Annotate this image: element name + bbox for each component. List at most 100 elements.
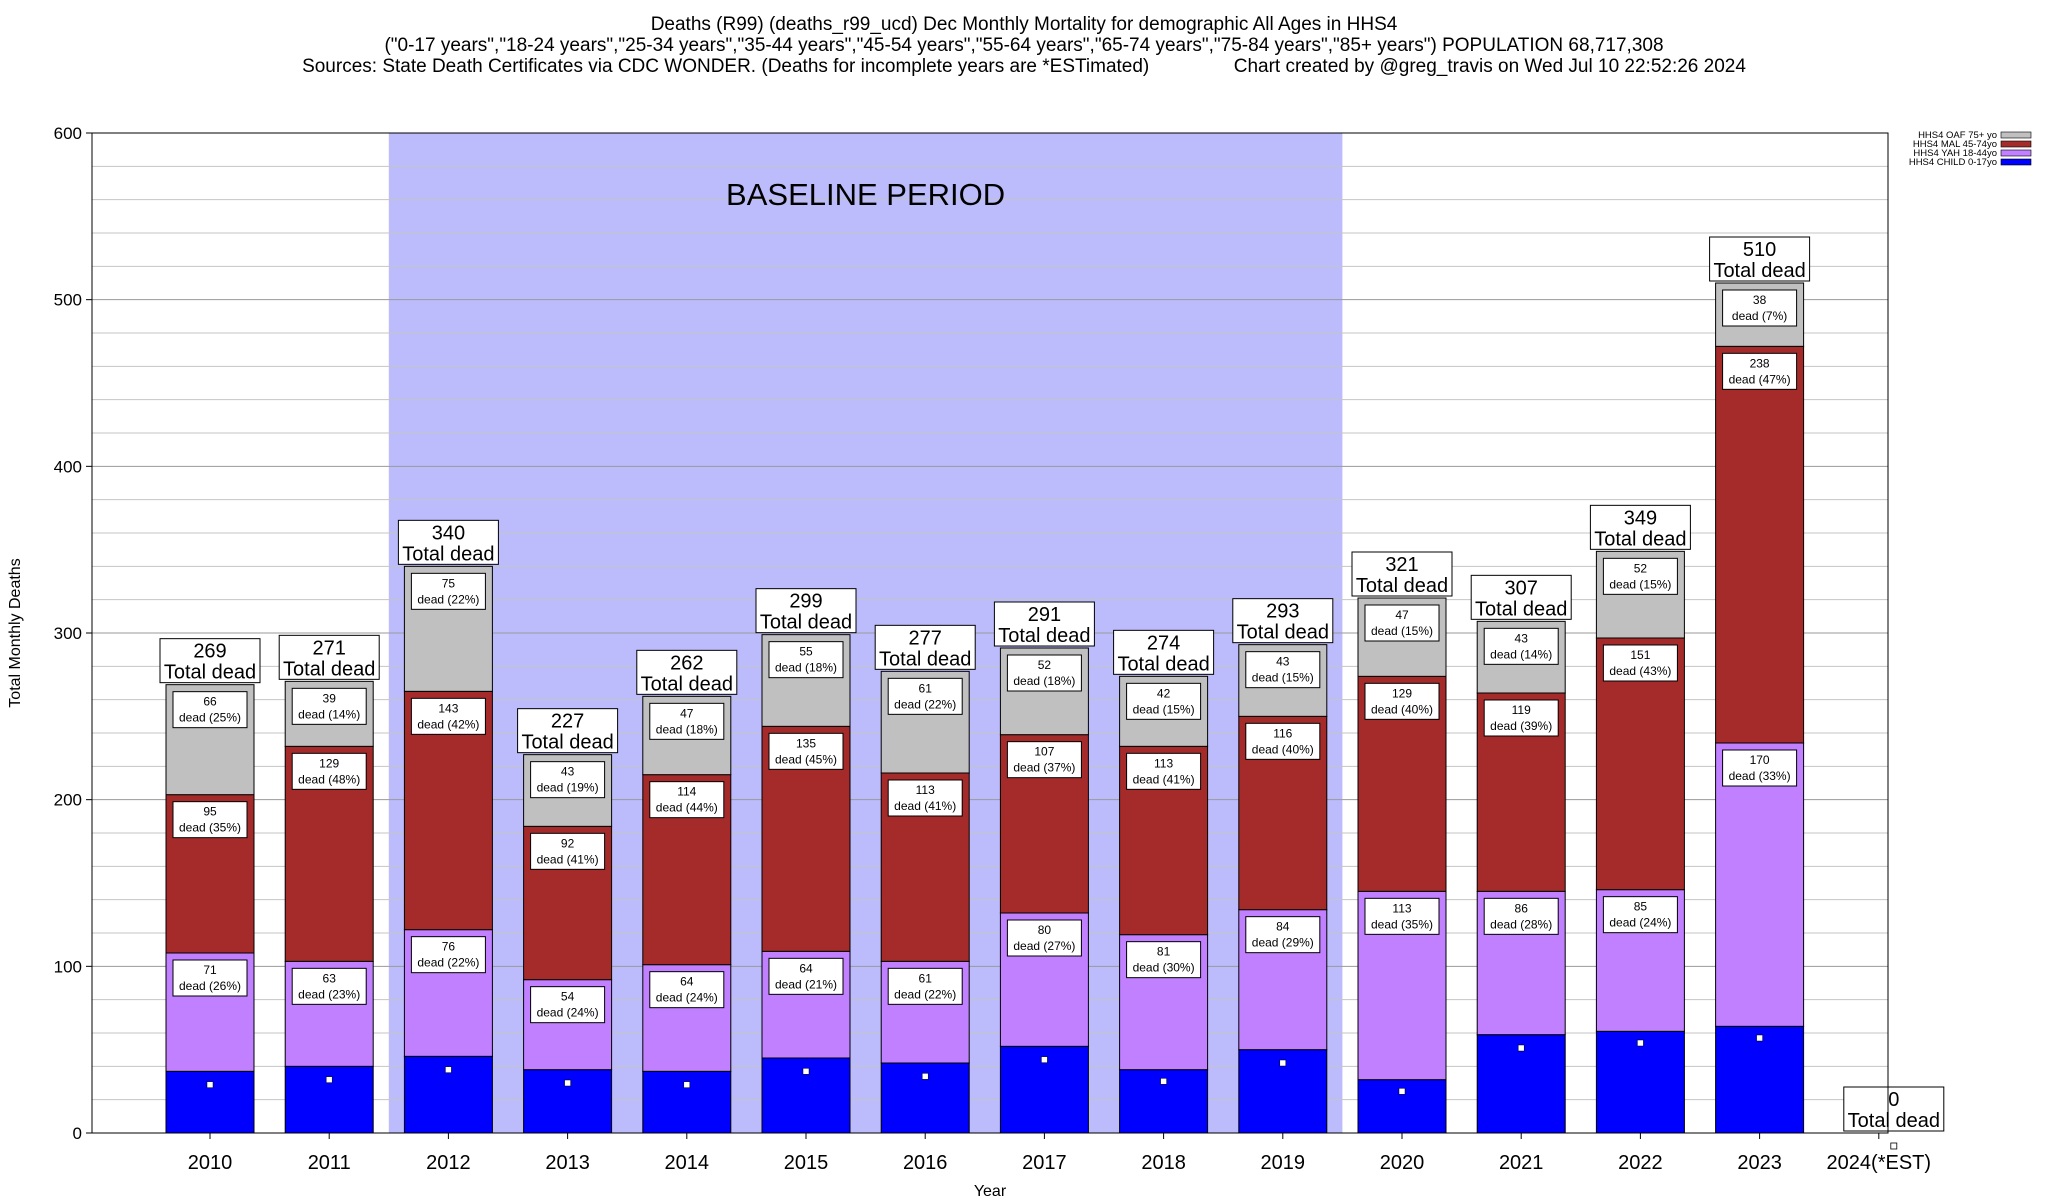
segment-label-box [1483, 897, 1559, 935]
legend-swatch [2000, 149, 2032, 157]
segment-value-label: 116 [1273, 726, 1292, 740]
total-box [874, 624, 976, 670]
legend-swatch [2000, 131, 2032, 139]
segment-percent-label: dead (24%) [656, 991, 718, 1005]
segment-label-box [1483, 699, 1559, 737]
segment-value-label: 55 [799, 645, 813, 659]
segment-percent-label: dead (40%) [1371, 702, 1433, 716]
segment-percent-label: dead (48%) [298, 772, 360, 786]
segment-value-label: 92 [561, 836, 575, 850]
segment-percent-label: dead (35%) [179, 821, 241, 835]
total-caption-label: Total dead [1117, 653, 1209, 675]
x-tick-label: 2016 [903, 1152, 948, 1174]
total-caption-label: Total dead [1594, 528, 1686, 550]
chart-title-line-3: Sources: State Death Certificates via CD… [302, 56, 1746, 77]
segment-value-label: 113 [916, 783, 935, 797]
segment-percent-label: dead (42%) [417, 717, 479, 731]
segment-percent-label: dead (43%) [1609, 664, 1671, 678]
total-box [1113, 629, 1215, 675]
segment-label-box [1126, 941, 1202, 979]
segment-value-label: 52 [1038, 658, 1052, 672]
y-tick-label: 300 [54, 624, 82, 643]
segment-percent-label: dead (22%) [894, 987, 956, 1001]
segment-label-box [291, 687, 367, 725]
segment-percent-label: dead (24%) [1609, 916, 1671, 930]
segment-value-label: 238 [1750, 356, 1770, 370]
x-tick-label: 2013 [545, 1152, 590, 1174]
y-tick-label: 100 [54, 957, 82, 976]
total-caption-label: Total dead [1713, 260, 1805, 282]
segment-value-label: 42 [1157, 686, 1171, 700]
segment-value-label: 54 [561, 990, 575, 1004]
segment-label-box [172, 691, 248, 729]
segment-percent-label: dead (40%) [1252, 742, 1314, 756]
segment-value-label: 113 [1392, 901, 1411, 915]
total-box [1589, 504, 1691, 550]
segment-label-box [1602, 644, 1678, 682]
total-caption-label: Total dead [641, 673, 733, 695]
child-segment [165, 1070, 255, 1134]
segment-percent-label: dead (7%) [1732, 309, 1787, 323]
segment-percent-label: dead (35%) [1371, 917, 1433, 931]
total-caption-label: Total dead [760, 612, 852, 634]
total-box [1232, 598, 1334, 644]
baseline-label: BASELINE PERIOD [726, 177, 1005, 212]
segment-label-box [1602, 896, 1678, 934]
segment-percent-label: dead (14%) [1490, 647, 1552, 661]
segment-value-label: 61 [919, 681, 933, 695]
segment-label-box [1483, 627, 1559, 665]
total-value-label: 271 [313, 637, 346, 659]
segment-label-box [410, 697, 486, 735]
total-value-label: 291 [1028, 604, 1061, 626]
x-tick-label: 2012 [426, 1152, 471, 1174]
x-tick-label: 2024(*EST) [1827, 1152, 1932, 1174]
chart-title-line-2: ("0-17 years","18-24 years","25-34 years… [384, 35, 1664, 56]
segment-label-box [887, 779, 963, 817]
segment-label-box [530, 832, 606, 870]
segment-percent-label: dead (25%) [179, 711, 241, 725]
segment-percent-label: dead (29%) [1252, 936, 1314, 950]
total-caption-label: Total dead [1475, 598, 1567, 620]
x-tick-label: 2014 [665, 1152, 710, 1174]
segment-label-box [1245, 722, 1321, 760]
legend-label: HHS4 CHILD 0-17yo [1909, 157, 1997, 168]
total-value-label: 262 [670, 652, 703, 674]
segment-value-label: 170 [1750, 753, 1770, 767]
segment-percent-label: dead (45%) [775, 752, 837, 766]
segment-label-box [172, 801, 248, 839]
segment-value-label: 64 [680, 975, 694, 989]
segment-value-label: 86 [1515, 901, 1529, 915]
segment-label-box [887, 677, 963, 715]
x-tick-label: 2015 [784, 1152, 829, 1174]
segment-percent-label: dead (41%) [894, 799, 956, 813]
legend-swatch [2000, 140, 2032, 148]
segment-value-label: 43 [1276, 655, 1290, 669]
segment-percent-label: dead (22%) [417, 592, 479, 606]
segment-label-box [1722, 749, 1798, 787]
segment-value-label: 114 [677, 785, 696, 799]
segment-value-label: 61 [919, 971, 933, 985]
segment-value-label: 76 [442, 940, 456, 954]
segment-percent-label: dead (18%) [1013, 674, 1075, 688]
middle-age-segment [1715, 345, 1805, 744]
y-tick-label: 500 [54, 291, 82, 310]
segment-percent-label: dead (27%) [1013, 939, 1075, 953]
total-caption-label: Total dead [283, 658, 375, 680]
segment-label-box [1006, 654, 1082, 692]
total-caption-label: Total dead [879, 648, 971, 670]
segment-value-label: 129 [319, 756, 339, 770]
segment-value-label: 52 [1634, 561, 1648, 575]
segment-label-box [649, 971, 725, 1009]
segment-label-box [1364, 604, 1440, 642]
total-value-label: 274 [1147, 632, 1180, 654]
segment-value-label: 151 [1630, 648, 1650, 662]
child-marker [445, 1066, 452, 1073]
total-value-label: 349 [1624, 507, 1657, 529]
segment-value-label: 85 [1634, 900, 1648, 914]
segment-percent-label: dead (19%) [537, 781, 599, 795]
segment-label-box [1126, 682, 1202, 720]
x-tick-label: 2023 [1737, 1152, 1782, 1174]
empty-estimate-marker [1890, 1142, 1898, 1150]
total-box [1709, 236, 1811, 282]
segment-percent-label: dead (14%) [298, 707, 360, 721]
